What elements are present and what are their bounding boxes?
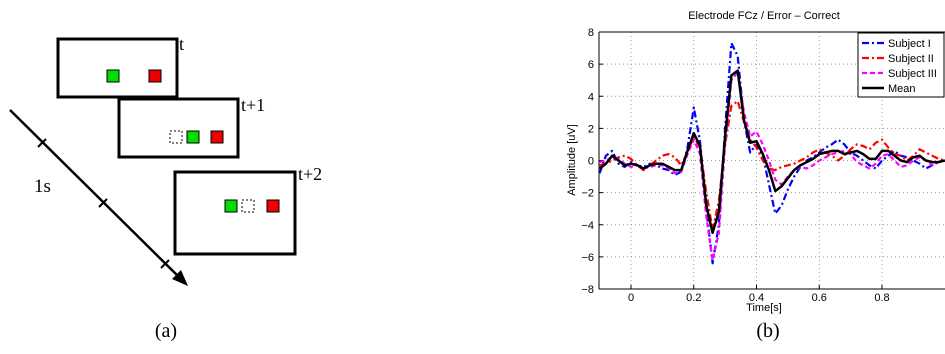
x-tick-label: 0.2 — [686, 292, 701, 304]
time-axis: 1s — [9, 109, 188, 286]
x-axis-label: Time[s] — [746, 302, 782, 314]
time-interval-label: 1s — [34, 176, 51, 197]
panel-a: 1s t t+1 t+2 (a) — [9, 34, 322, 342]
previous-position-square — [241, 199, 255, 213]
frame-time-label: t+2 — [298, 164, 322, 184]
green-target-square — [106, 69, 120, 83]
y-tick-label: −4 — [581, 220, 594, 232]
y-axis-label: Amplitude [uV] — [566, 124, 578, 196]
y-tick-label: −8 — [581, 284, 594, 296]
x-tick-label: 0 — [628, 292, 634, 304]
panel-b-caption: (b) — [756, 320, 779, 342]
y-tick-label: −2 — [581, 188, 594, 200]
axis-ticks: 0 0.2 0.4 0.6 0.8 −8 −6 −4 −2 0 2 4 6 8 — [581, 27, 889, 304]
time-axis-tick — [160, 259, 170, 269]
frame-t-plus-1: t+1 — [117, 95, 265, 159]
series-line-mean — [598, 69, 945, 235]
stimulus-frame — [173, 170, 297, 256]
red-square — [266, 199, 280, 213]
chart-title: Electrode FCz / Error – Correct — [688, 10, 840, 22]
legend-label: Subject III — [888, 68, 937, 80]
x-tick-label: 0.6 — [812, 292, 827, 304]
series-line-subject-ii — [599, 99, 945, 231]
stimulus-frame — [56, 37, 179, 99]
frame-time-label: t — [179, 34, 184, 54]
time-axis-tick — [98, 198, 108, 208]
stimulus-frame — [117, 97, 240, 159]
time-axis-line — [9, 109, 183, 281]
red-square — [210, 130, 224, 144]
y-tick-label: 2 — [588, 123, 594, 135]
y-tick-label: 4 — [588, 91, 594, 103]
time-axis-arrowhead — [172, 270, 188, 286]
series-line-subject-iii — [599, 71, 945, 262]
red-square — [148, 69, 162, 83]
x-tick-label: 0.4 — [749, 292, 764, 304]
frame-t-plus-2: t+2 — [173, 164, 322, 256]
legend-label: Subject I — [888, 38, 931, 50]
time-axis-tick — [37, 138, 47, 148]
y-tick-label: 0 — [588, 156, 594, 168]
panel-a-caption: (a) — [155, 320, 177, 342]
frame-t: t — [56, 34, 184, 99]
y-tick-label: 8 — [588, 27, 594, 39]
green-target-square — [224, 199, 238, 213]
green-target-square — [186, 130, 200, 144]
legend: Subject I Subject II Subject III Mean — [857, 32, 945, 98]
y-tick-label: −6 — [581, 252, 594, 264]
legend-label: Subject II — [888, 53, 934, 65]
legend-label: Mean — [888, 83, 916, 95]
panel-b: Electrode FCz / Error – Correct 0 0.2 0.4 0… — [566, 10, 945, 342]
series-lines — [598, 42, 945, 265]
previous-position-square — [169, 130, 183, 144]
frame-time-label: t+1 — [241, 95, 265, 115]
x-tick-label: 0.8 — [874, 292, 889, 304]
y-tick-label: 6 — [588, 59, 594, 71]
